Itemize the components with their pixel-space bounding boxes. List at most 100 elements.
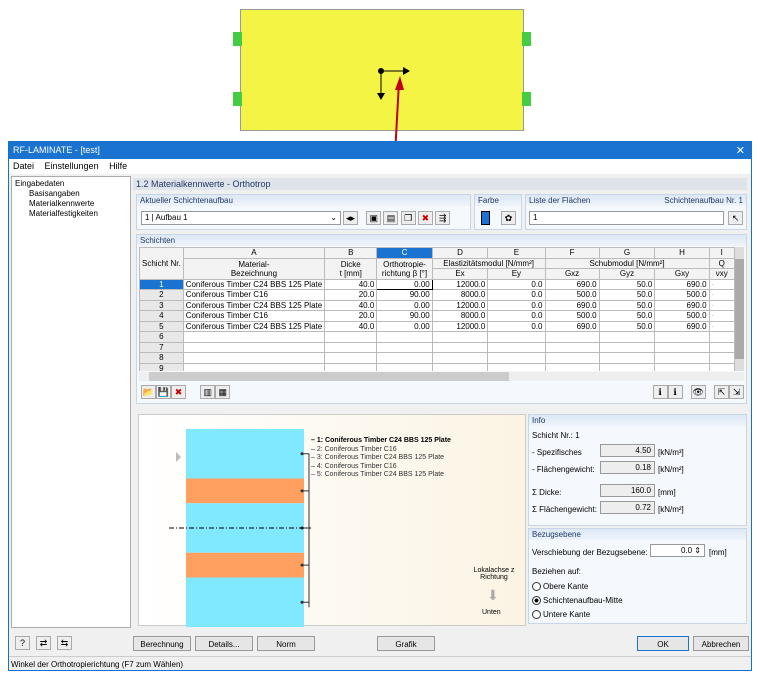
menu-einstellungen[interactable]: Einstellungen [44,161,99,171]
table-cell[interactable] [324,362,378,371]
col-letter[interactable]: G [598,247,656,259]
units-icon[interactable]: ⇄ [36,636,51,650]
table-cell[interactable]: 0.00 [376,278,433,290]
table-cell[interactable]: 50.0 [598,320,656,332]
color-swatch[interactable] [481,211,490,225]
table-cell[interactable] [431,331,489,343]
table-cell[interactable] [431,352,489,364]
table-cell[interactable] [376,362,433,371]
table-cell[interactable] [598,352,656,364]
table-cell[interactable] [544,362,600,371]
table-cell[interactable]: 90.00 [376,310,433,322]
menu-datei[interactable]: Datei [13,161,35,171]
table-cell[interactable]: 50.0 [598,289,656,301]
info-icon[interactable]: ℹ [652,385,668,399]
table-cell[interactable]: 40.0 [324,299,378,311]
library-icon[interactable]: ▥ [200,385,216,399]
details-button[interactable]: Details... [195,636,253,651]
col-letter[interactable]: C [376,247,433,259]
table-cell[interactable]: Coniferous Timber C24 BBS 125 Plate [182,320,326,332]
import-icon[interactable]: ▦ [215,385,231,399]
table-cell[interactable]: 40.0 [324,278,378,290]
table-cell[interactable]: 690.0 [544,278,600,290]
table-cell[interactable] [598,331,656,343]
berechnung-button[interactable]: Berechnung [133,636,191,651]
flaechen-input[interactable]: 1 [529,211,724,225]
edit-icon[interactable]: ▤ [383,211,399,225]
radio-icon[interactable] [532,610,541,620]
radio-icon[interactable] [532,582,541,592]
abbrechen-button[interactable]: Abbrechen [693,636,749,651]
new-icon[interactable]: ▣ [366,211,382,225]
table-cell[interactable] [324,341,378,353]
table-cell[interactable] [182,341,326,353]
table-cell[interactable] [654,331,710,343]
table-cell[interactable] [324,331,378,343]
table-cell[interactable] [376,341,433,353]
table-cell[interactable]: 50.0 [598,299,656,311]
table-cell[interactable]: 20.0 [324,310,378,322]
export-icon[interactable]: ⇶ [435,211,451,225]
table-cell[interactable]: Coniferous Timber C16 [182,310,326,322]
table-cell[interactable] [487,352,546,364]
table-cell[interactable] [376,331,433,343]
row-number[interactable]: 4 [139,310,184,322]
row-number[interactable]: 8 [139,352,184,364]
table-cell[interactable]: 50.0 [598,310,656,322]
close-icon[interactable]: ✕ [735,145,745,157]
table-cell[interactable]: 0.0 [487,278,546,290]
table-cell[interactable]: 50.0 [598,278,656,290]
table-cell[interactable] [544,341,600,353]
help-icon[interactable]: ? [15,636,30,650]
table-cell[interactable]: 0.0 [487,320,546,332]
nav-root[interactable]: Eingabedaten [15,179,65,188]
table-cell[interactable]: 12000.0 [431,278,489,290]
table-cell[interactable]: 0.00 [376,299,433,311]
row-number[interactable]: 7 [139,341,184,353]
excel-import-icon[interactable]: ⇲ [729,385,744,399]
settings-icon[interactable]: ⇆ [57,636,72,650]
prev-next-icon[interactable]: ◂▸ [343,211,358,225]
row-number[interactable]: 9 [139,362,184,371]
table-cell[interactable] [376,352,433,364]
row-number[interactable]: 6 [139,331,184,343]
table-cell[interactable]: 690.0 [654,278,710,290]
table-cell[interactable] [708,362,735,371]
col-letter[interactable]: A [182,247,326,259]
save-icon[interactable]: 💾 [156,385,171,399]
nav-materialfestigkeiten[interactable]: Materialfestigkeiten [29,209,98,218]
aufbau-select[interactable]: 1 | Aufbau 1 ⌄ [141,211,341,225]
col-letter[interactable]: B [324,247,378,259]
table-cell[interactable]: 20.0 [324,289,378,301]
excel-export-icon[interactable]: ⇱ [714,385,729,399]
table-cell[interactable]: 8000.0 [431,310,489,322]
table-cell[interactable]: · [708,320,735,332]
table-cell[interactable]: 690.0 [654,320,710,332]
col-letter[interactable]: E [487,247,546,259]
table-cell[interactable]: · [708,289,735,301]
table-cell[interactable] [324,352,378,364]
table-cell[interactable]: 12000.0 [431,320,489,332]
palette-icon[interactable]: ✿ [501,211,516,225]
col-letter[interactable]: H [654,247,710,259]
table-cell[interactable]: 0.0 [487,289,546,301]
col-letter[interactable]: D [431,247,489,259]
table-cell[interactable] [487,341,546,353]
row-number[interactable]: 2 [139,289,184,301]
table-cell[interactable]: 0.0 [487,299,546,311]
norm-button[interactable]: Norm [257,636,315,651]
nav-materialkennwerte[interactable]: Materialkennwerte [29,199,95,208]
table-cell[interactable]: Coniferous Timber C24 BBS 125 Plate [182,278,326,290]
radio-option[interactable]: Obere Kante [532,580,623,594]
table-cell[interactable]: 690.0 [654,299,710,311]
table-cell[interactable]: 500.0 [654,310,710,322]
table-cell[interactable]: · [708,310,735,322]
radio-option[interactable]: Untere Kante [532,608,623,622]
col-letter[interactable]: F [544,247,600,259]
radio-option[interactable]: Schichtenaufbau-Mitte [532,594,623,608]
open-icon[interactable]: 📂 [141,385,156,399]
table-cell[interactable] [487,331,546,343]
radio-icon[interactable] [532,596,541,606]
table-cell[interactable]: 0.00 [376,320,433,332]
table-cell[interactable]: · [708,299,735,311]
